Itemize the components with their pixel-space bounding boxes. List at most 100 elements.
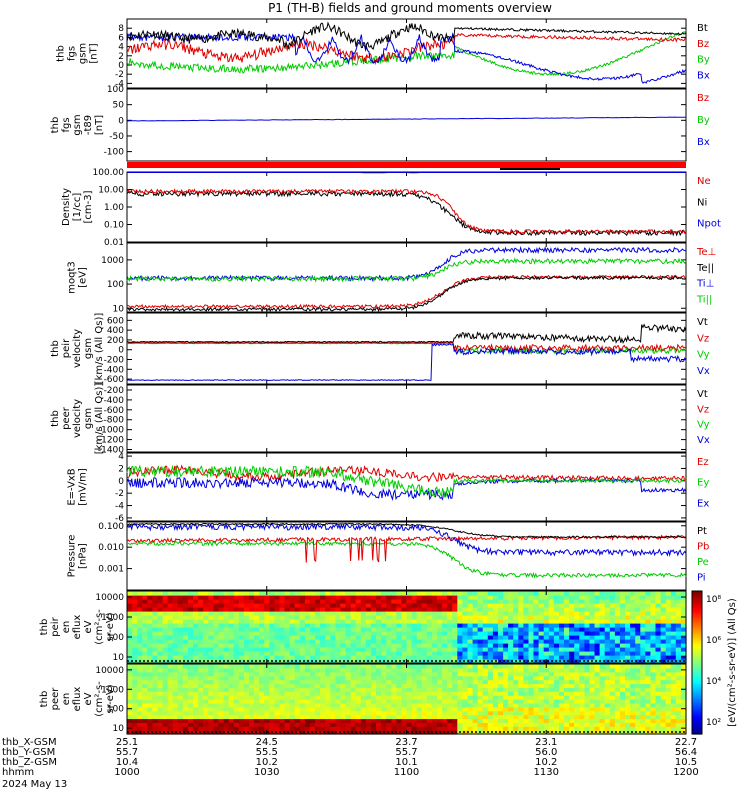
spectrogram-cell [360,667,367,673]
spectrogram-cell [599,595,606,600]
spectrogram-cell [142,722,148,727]
spectrogram-cell [355,718,362,723]
spectrogram-cell [208,671,214,677]
spectrogram-cell [162,718,169,723]
spectrogram-cell [330,679,336,685]
spectrogram-cell [619,691,626,696]
spectrogram-cell [360,635,367,640]
spectrogram-cell [182,623,189,628]
ytick-label: -400 [104,396,125,406]
spectrogram-cell [655,659,662,664]
spectrogram-cell [482,722,489,727]
spectrogram-cell [208,647,214,652]
ytick-label: 0.001 [98,565,124,575]
spectrogram-cell [498,671,504,677]
spectrogram-cell [442,683,448,688]
spectrogram-cell [675,695,682,700]
spectrogram-cell [304,695,311,700]
spectrogram-cell [370,730,377,735]
spectrogram-cell [177,615,184,620]
spectrogram-cell [198,710,204,716]
spectrogram-cell [645,691,651,696]
spectrogram-cell [299,647,306,652]
spectrogram-cell [208,639,214,644]
spectrogram-cell [401,671,408,677]
spectrogram-cell [640,687,646,692]
spectrogram-cell [284,687,291,692]
spectrogram-cell [365,599,372,604]
spectrogram-cell [518,699,524,704]
spectrogram-cell [599,679,606,685]
spectrogram-cell [279,683,286,688]
spectrogram-cell [294,683,301,688]
spectrogram-cell [492,591,499,596]
colorbar-step [692,693,702,697]
spectrogram-cell [304,722,311,727]
spectrogram-cell [330,695,336,700]
spectrogram-cell [152,675,159,681]
spectrogram-cell [391,726,397,731]
spectrogram-cell [182,611,189,616]
xaxis-value: 10.2 [535,757,557,768]
spectrogram-cell [599,730,606,735]
spectrogram-cell [604,683,611,688]
spectrogram-cell [614,651,621,656]
spectrogram-cell [365,706,372,712]
spectrogram-cell [315,611,321,616]
spectrogram-cell [487,635,494,640]
spectrogram-cell [274,679,281,685]
spectrogram-cell [599,627,606,632]
spectrogram-cell [401,699,408,704]
spectrogram-cell [614,603,621,608]
spectrogram-cell [589,679,596,685]
spectrogram-cell [518,607,524,612]
spectrogram-cell [325,651,331,656]
spectrogram-cell [182,651,189,656]
spectrogram-cell [564,635,570,640]
spectrogram-cell [548,623,555,628]
spectrogram-cell [193,710,199,716]
colorbar-step [692,686,702,690]
spectrogram-cell [579,599,585,604]
spectrogram-cell [167,643,174,648]
spectrogram-cell [609,683,616,688]
spectrogram-cell [243,643,250,648]
spectrogram-cell [518,714,524,720]
spectrogram-cell [299,664,306,669]
spectrogram-cell [172,714,179,720]
spectrogram-cell [335,683,342,688]
spectrogram-cell [320,710,326,716]
spectrogram-cell [437,651,443,656]
spectrogram-cell [538,639,545,644]
spectrogram-cell [431,607,438,612]
spectrogram-cell [609,639,616,644]
spectrogram-cell [487,730,494,735]
xaxis-value: 23.7 [395,737,417,748]
spectrogram-cell [264,714,270,720]
spectrogram-cell [553,683,560,688]
spectrogram-cell [447,639,453,644]
spectrogram-cell [645,607,651,612]
spectrogram-cell [142,714,148,720]
spectrogram-cell [630,607,636,612]
spectrogram-cell [457,671,463,677]
spectrogram-cell [172,651,179,656]
panel-frame [126,384,687,453]
spectrogram-cell [309,710,316,716]
spectrogram-cell [589,651,596,656]
spectrogram-cell [635,651,641,656]
spectrogram-cell [538,695,545,700]
spectrogram-cell [619,695,626,700]
spectrogram-cell [304,683,311,688]
spectrogram-cell [167,631,174,636]
spectrogram-cell [132,603,138,608]
spectrogram-cell [386,595,392,600]
colorbar-step [692,636,702,640]
spectrogram-cell [579,635,585,640]
spectrogram-cell [132,659,138,664]
spectrogram-cell [574,714,580,720]
spectrogram-cell [299,603,306,608]
spectrogram-cell [487,667,494,673]
spectrogram-cell [406,730,413,735]
spectrogram-cell [472,603,479,608]
